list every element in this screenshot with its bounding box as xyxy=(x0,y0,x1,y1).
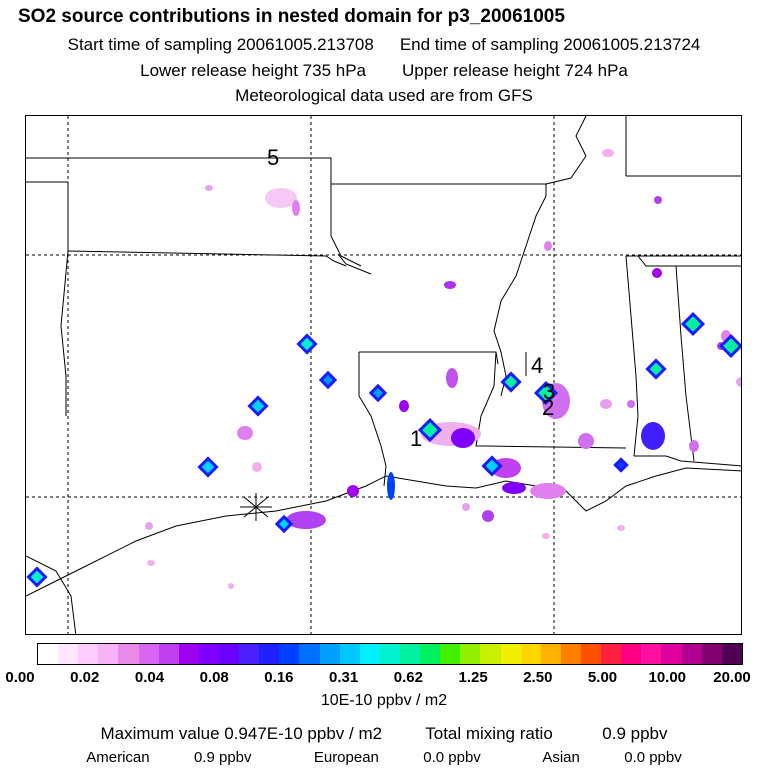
site-label-2: 2 xyxy=(542,395,554,420)
colorbar-swatch xyxy=(279,644,300,664)
source-markers xyxy=(26,311,741,588)
site-label-4: 4 xyxy=(531,353,543,378)
colorbar-swatch xyxy=(460,644,481,664)
colorbar-swatch xyxy=(540,644,561,664)
colorbar-swatch xyxy=(580,644,602,664)
colorbar-swatch xyxy=(560,644,581,664)
colorbar-swatch xyxy=(399,644,421,664)
colorbar-swatch xyxy=(701,644,722,664)
colorbar-swatch xyxy=(480,644,501,664)
colorbar-swatch xyxy=(299,644,320,664)
max-value-label: Maximum value 0.947E-10 ppbv / m2 xyxy=(100,724,383,743)
total-mixing-label: Total mixing ratio xyxy=(425,724,553,743)
colorbar-tick-label: 0.02 xyxy=(70,669,100,686)
colorbar-tick-label: 0.31 xyxy=(329,669,359,686)
european-value: 0.0 ppbv xyxy=(423,749,481,766)
colorbar-swatch xyxy=(721,644,742,664)
colorbar-swatch xyxy=(218,644,240,664)
colorbar-swatch xyxy=(58,644,79,664)
gulf-coastline xyxy=(26,467,741,597)
source-breakdown: American 0.9 ppbv European 0.0 ppbv Asia… xyxy=(0,749,768,766)
site-label-1: 1 xyxy=(410,426,422,451)
colorbar-swatch xyxy=(440,644,461,664)
colorbar-swatch xyxy=(198,644,219,664)
end-time-label: End time of sampling 20061005.213724 xyxy=(399,35,701,54)
colorbar-swatch xyxy=(78,644,99,664)
colorbar-swatch xyxy=(601,644,622,664)
colorbar xyxy=(37,643,743,665)
colorbar-swatch xyxy=(178,644,199,664)
lower-release-label: Lower release height 735 hPa xyxy=(140,61,366,80)
receptor-asterisk-icon xyxy=(240,493,272,521)
colorbar-units: 10E-10 ppbv / m2 xyxy=(320,692,448,709)
colorbar-tick-label: 0.08 xyxy=(199,669,229,686)
site-label-3: 3 xyxy=(543,379,555,404)
colorbar-tick-label: 0.00 xyxy=(5,669,35,686)
colorbar-swatch xyxy=(379,644,400,664)
colorbar-tick-label: 0.62 xyxy=(393,669,423,686)
colorbar-swatch xyxy=(138,644,159,664)
colorbar-swatch xyxy=(239,644,260,664)
colorbar-swatch xyxy=(158,644,179,664)
colorbar-swatch xyxy=(641,644,662,664)
map-canvas: 5 4 3 2 1 xyxy=(26,116,741,634)
colorbar-swatch xyxy=(359,644,380,664)
upper-release-label: Upper release height 724 hPa xyxy=(402,61,628,80)
plot-title: SO2 source contributions in nested domai… xyxy=(18,6,565,27)
summary-line: Maximum value 0.947E-10 ppbv / m2 Total … xyxy=(0,724,768,744)
colorbar-swatch xyxy=(259,644,280,664)
colorbar-swatch xyxy=(118,644,139,664)
colorbar-swatch xyxy=(661,644,682,664)
colorbar-swatch xyxy=(339,644,360,664)
european-label: European xyxy=(313,749,379,766)
american-value: 0.9 ppbv xyxy=(193,749,252,766)
start-time-label: Start time of sampling 20061005.213708 xyxy=(67,35,374,54)
rio-grande xyxy=(26,555,77,634)
colorbar-swatch xyxy=(38,644,59,664)
colorbar-swatch xyxy=(681,644,702,664)
colorbar-tick-label: 1.25 xyxy=(458,669,488,686)
colorbar-tick-label: 20.00 xyxy=(713,669,751,686)
lat-lon-grid xyxy=(26,116,741,634)
colorbar-swatch xyxy=(621,644,642,664)
colorbar-swatch xyxy=(420,644,441,664)
release-heights: Lower release height 735 hPa Upper releas… xyxy=(0,61,768,81)
met-data-label: Meteorological data used are from GFS xyxy=(235,86,533,105)
colorbar-tick-labels: 0.00 0.02 0.04 0.08 0.16 0.31 0.62 1.25 2.50 5.00… xyxy=(0,669,768,689)
site-label-5: 5 xyxy=(267,145,279,170)
map-panel: 5 4 3 2 1 xyxy=(25,115,742,635)
colorbar-swatch xyxy=(500,644,521,664)
american-label: American xyxy=(86,749,150,766)
asian-label: Asian xyxy=(542,749,580,766)
total-mixing-value: 0.9 ppbv xyxy=(602,724,668,743)
colorbar-swatch xyxy=(319,644,340,664)
colorbar-swatch xyxy=(98,644,119,664)
colorbar-tick-label: 2.50 xyxy=(523,669,553,686)
asian-value: 0.0 ppbv xyxy=(624,749,682,766)
sampling-times: Start time of sampling 20061005.213708 En… xyxy=(0,35,768,55)
colorbar-swatch xyxy=(520,644,541,664)
colorbar-tick-label: 5.00 xyxy=(587,669,618,686)
colorbar-tick-label: 0.04 xyxy=(134,669,165,686)
state-boundaries xyxy=(26,116,741,487)
colorbar-tick-label: 10.00 xyxy=(648,669,687,686)
colorbar-tick-label: 0.16 xyxy=(264,669,294,686)
